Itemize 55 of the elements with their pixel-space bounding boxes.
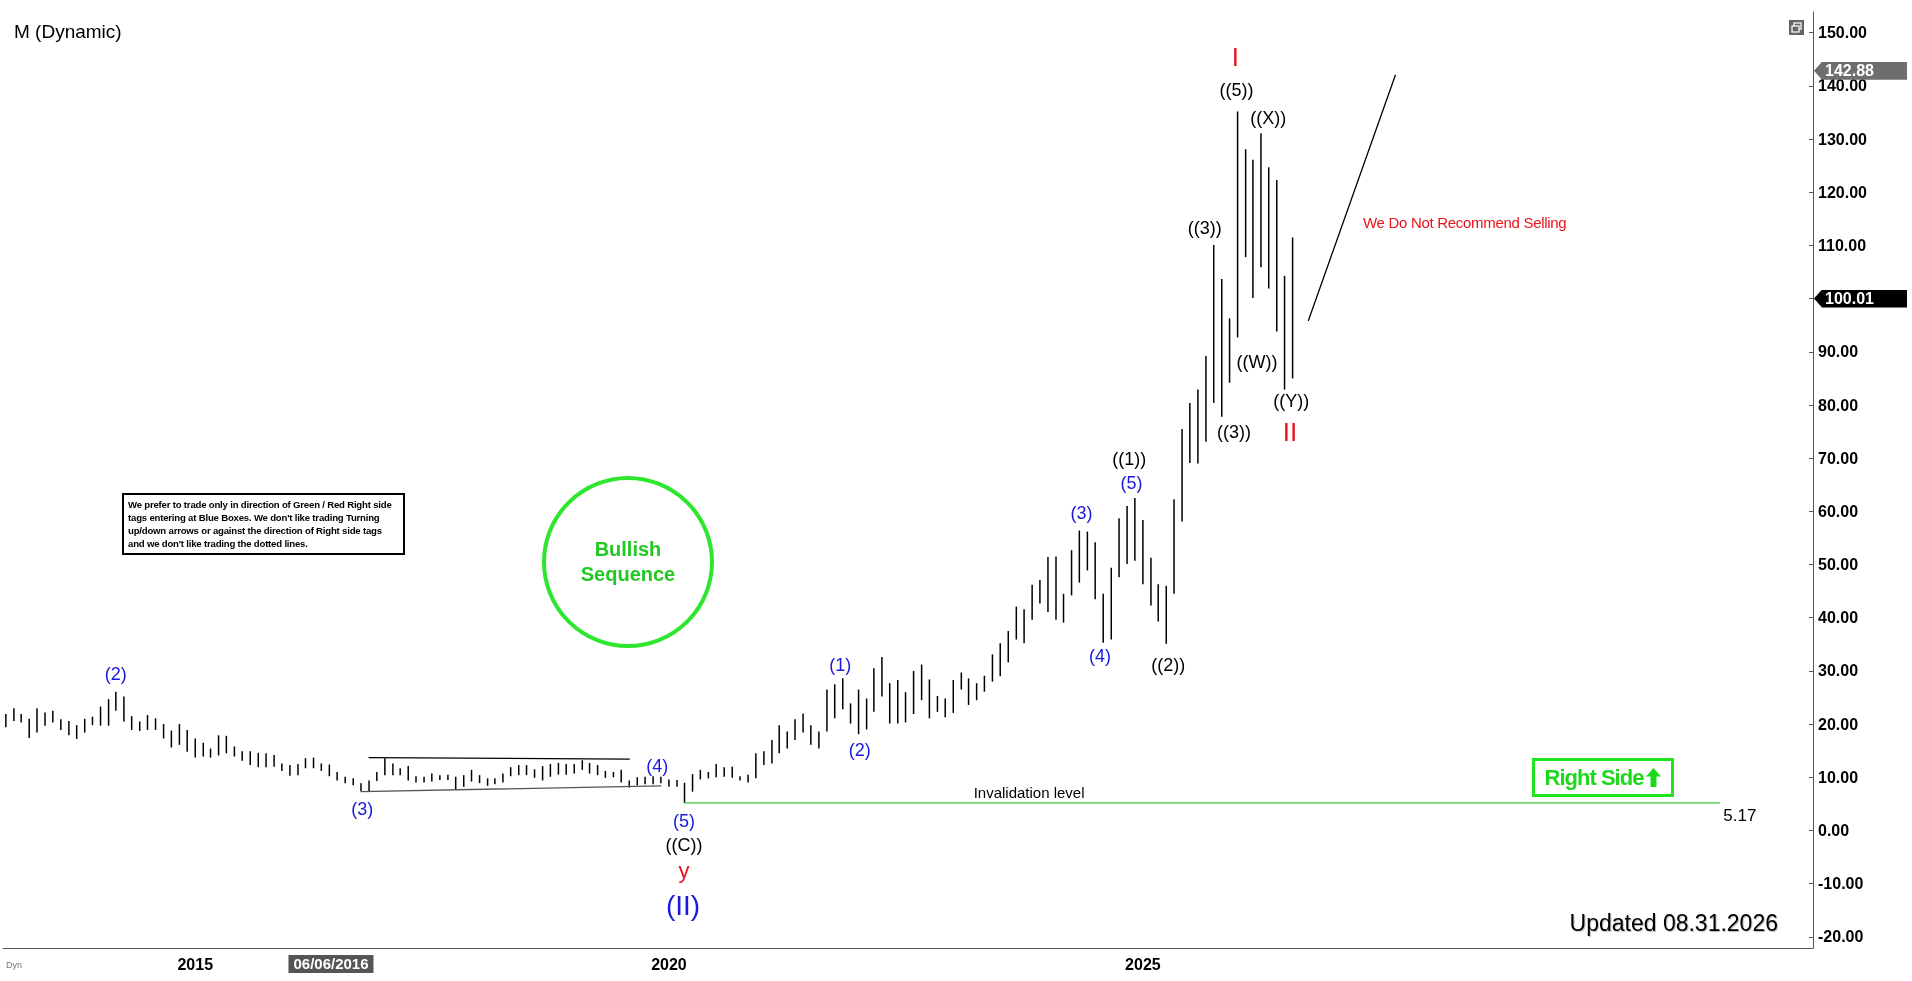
- text: Dyn: [6, 960, 23, 970]
- y-tick-label: 0.00: [1818, 821, 1850, 839]
- annotation: (3): [351, 798, 374, 819]
- annotation: (5): [673, 810, 696, 831]
- tag-box: Right Side: [1532, 758, 1674, 797]
- annotation: We Do Not Recommend Selling: [1363, 214, 1567, 231]
- annotation: y: [678, 857, 690, 883]
- y-tick-label: 70.00: [1818, 449, 1859, 467]
- annotation: ((3)): [1187, 218, 1222, 238]
- x-tick-label: 2015: [177, 955, 214, 973]
- y-tick-label: 140.00: [1818, 77, 1868, 95]
- annotation: ((X)): [1250, 108, 1287, 129]
- annotation: We prefer to trade only in direction of Green / Red Right side tags entering at Blue Boxes. We don't like trading Turning up/down arrows or against the direction of Right side tags and we don't like trading the dotted lines.: [122, 493, 405, 555]
- x-tick-label: 2020: [651, 955, 687, 973]
- text: 06/06/2016: [288, 955, 374, 973]
- y-tick-label: 90.00: [1818, 343, 1859, 361]
- annotation: ((5)): [1219, 80, 1254, 101]
- annotation: II: [1282, 416, 1298, 447]
- annotation: Updated 08.31.2026: [1569, 910, 1778, 936]
- data-label: 5.17: [1723, 805, 1757, 825]
- annotation: ((Y)): [1273, 391, 1310, 412]
- x-tick-label: 2025: [1125, 955, 1161, 973]
- text: 142.88: [1814, 61, 1907, 80]
- y-tick-label: 30.00: [1818, 662, 1859, 680]
- y-tick-label: 150.00: [1818, 24, 1868, 42]
- series-label: Invalidation level: [973, 783, 1085, 801]
- annotation: ((W)): [1236, 352, 1278, 372]
- annotation: Right Side: [1544, 764, 1644, 790]
- annotation: (5): [1120, 472, 1143, 493]
- y-tick-label: 20.00: [1818, 715, 1859, 733]
- annotation: (2): [848, 739, 871, 760]
- text: M (Dynamic): [14, 21, 122, 42]
- y-tick-label: 130.00: [1818, 130, 1868, 148]
- annotation: ((C)): [665, 835, 703, 855]
- annotation: I: [1231, 42, 1239, 73]
- y-tick-label: 40.00: [1818, 609, 1859, 627]
- y-tick-label: 80.00: [1818, 396, 1859, 414]
- annotation: ((2)): [1151, 654, 1186, 675]
- y-tick-label: 120.00: [1818, 183, 1868, 201]
- annotation: (4): [1088, 646, 1111, 666]
- y-tick-label: -20.00: [1818, 928, 1864, 946]
- annotation: Bullish Sequence: [579, 537, 677, 587]
- y-tick-label: 110.00: [1818, 236, 1867, 254]
- annotation: ((1)): [1112, 448, 1147, 469]
- text: 100.01: [1814, 289, 1907, 308]
- y-tick-label: -10.00: [1818, 875, 1864, 893]
- annotation: ((3)): [1217, 421, 1251, 442]
- annotation: (3): [1070, 503, 1093, 524]
- annotation: (II): [665, 890, 701, 921]
- y-tick-label: 50.00: [1818, 556, 1859, 574]
- y-tick-label: 60.00: [1818, 502, 1859, 520]
- annotation: (2): [104, 664, 127, 685]
- annotation: (1): [829, 654, 852, 675]
- y-tick-label: 10.00: [1818, 768, 1859, 786]
- annotation: (4): [646, 755, 669, 776]
